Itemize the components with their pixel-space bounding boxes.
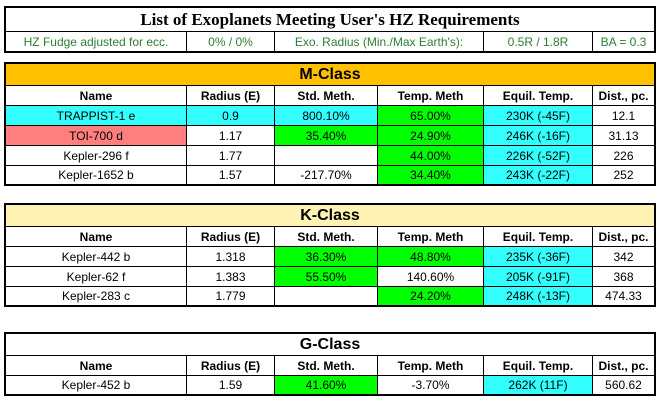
g-class-header[interactable]: G-Class	[4, 332, 656, 356]
col-std-header[interactable]: Std. Meth.	[275, 356, 378, 376]
ba-value[interactable]: BA = 0.3	[593, 32, 656, 53]
col-std-header[interactable]: Std. Meth.	[275, 86, 378, 106]
col-radius-header[interactable]: Radius (E)	[187, 356, 275, 376]
title-block: List of Exoplanets Meeting User's HZ Req…	[4, 6, 656, 53]
g-class-column-headers: Name Radius (E) Std. Meth. Temp. Meth Eq…	[4, 356, 656, 376]
std-meth-cell[interactable]	[275, 146, 378, 166]
planet-name-cell[interactable]: Kepler-452 b	[4, 376, 187, 396]
equil-temp-cell[interactable]: 246K (-16F)	[484, 126, 593, 146]
planet-name-cell[interactable]: TOI-700 d	[4, 126, 187, 146]
distance-cell[interactable]: 12.1	[593, 106, 656, 126]
temp-meth-cell[interactable]: 140.60%	[378, 267, 484, 287]
col-equil-header[interactable]: Equil. Temp.	[484, 86, 593, 106]
std-meth-cell[interactable]: -217.70%	[275, 166, 378, 186]
table-row: TRAPPIST-1 e 0.9 800.10% 65.00% 230K (-4…	[4, 106, 656, 126]
m-class-column-headers: Name Radius (E) Std. Meth. Temp. Meth Eq…	[4, 86, 656, 106]
k-class-table: K-Class Name Radius (E) Std. Meth. Temp.…	[4, 203, 656, 307]
col-name-header[interactable]: Name	[4, 356, 187, 376]
distance-cell[interactable]: 560.62	[593, 376, 656, 396]
table-row: Kepler-452 b 1.59 41.60% -3.70% 262K (11…	[4, 376, 656, 396]
settings-row: HZ Fudge adjusted for ecc. 0% / 0% Exo. …	[4, 32, 656, 53]
planet-name-cell[interactable]: TRAPPIST-1 e	[4, 106, 187, 126]
fudge-value[interactable]: 0% / 0%	[187, 32, 275, 53]
std-meth-cell[interactable]: 35.40%	[275, 126, 378, 146]
std-meth-cell[interactable]	[275, 287, 378, 307]
col-radius-header[interactable]: Radius (E)	[187, 227, 275, 247]
col-std-header[interactable]: Std. Meth.	[275, 227, 378, 247]
radius-cell[interactable]: 1.318	[187, 247, 275, 267]
equil-temp-cell[interactable]: 230K (-45F)	[484, 106, 593, 126]
radius-value[interactable]: 0.5R / 1.8R	[484, 32, 593, 53]
radius-cell[interactable]: 1.59	[187, 376, 275, 396]
temp-meth-cell[interactable]: 44.00%	[378, 146, 484, 166]
std-meth-cell[interactable]: 800.10%	[275, 106, 378, 126]
fudge-label[interactable]: HZ Fudge adjusted for ecc.	[4, 32, 187, 53]
radius-cell[interactable]: 1.77	[187, 146, 275, 166]
planet-name-cell[interactable]: Kepler-283 c	[4, 287, 187, 307]
planet-name-cell[interactable]: Kepler-62 f	[4, 267, 187, 287]
table-row: Kepler-283 c 1.779 24.20% 248K (-13F) 47…	[4, 287, 656, 307]
equil-temp-cell[interactable]: 226K (-52F)	[484, 146, 593, 166]
distance-cell[interactable]: 31.13	[593, 126, 656, 146]
sheet-title[interactable]: List of Exoplanets Meeting User's HZ Req…	[4, 6, 656, 32]
col-temp-header[interactable]: Temp. Meth	[378, 356, 484, 376]
equil-temp-cell[interactable]: 248K (-13F)	[484, 287, 593, 307]
radius-cell[interactable]: 0.9	[187, 106, 275, 126]
col-dist-header[interactable]: Dist., pc.	[593, 356, 656, 376]
equil-temp-cell[interactable]: 235K (-36F)	[484, 247, 593, 267]
m-class-table: M-Class Name Radius (E) Std. Meth. Temp.…	[4, 62, 656, 186]
g-class-table: G-Class Name Radius (E) Std. Meth. Temp.…	[4, 332, 656, 396]
temp-meth-cell[interactable]: 24.90%	[378, 126, 484, 146]
table-row: Kepler-62 f 1.383 55.50% 140.60% 205K (-…	[4, 267, 656, 287]
col-dist-header[interactable]: Dist., pc.	[593, 227, 656, 247]
table-row: TOI-700 d 1.17 35.40% 24.90% 246K (-16F)…	[4, 126, 656, 146]
k-class-column-headers: Name Radius (E) Std. Meth. Temp. Meth Eq…	[4, 227, 656, 247]
table-row: Kepler-296 f 1.77 44.00% 226K (-52F) 226	[4, 146, 656, 166]
distance-cell[interactable]: 368	[593, 267, 656, 287]
col-name-header[interactable]: Name	[4, 227, 187, 247]
table-row: Kepler-1652 b 1.57 -217.70% 34.40% 243K …	[4, 166, 656, 186]
col-equil-header[interactable]: Equil. Temp.	[484, 356, 593, 376]
radius-cell[interactable]: 1.383	[187, 267, 275, 287]
temp-meth-cell[interactable]: 34.40%	[378, 166, 484, 186]
k-class-header[interactable]: K-Class	[4, 203, 656, 227]
col-dist-header[interactable]: Dist., pc.	[593, 86, 656, 106]
distance-cell[interactable]: 474.33	[593, 287, 656, 307]
col-equil-header[interactable]: Equil. Temp.	[484, 227, 593, 247]
col-name-header[interactable]: Name	[4, 86, 187, 106]
m-class-header[interactable]: M-Class	[4, 62, 656, 86]
temp-meth-cell[interactable]: 48.80%	[378, 247, 484, 267]
std-meth-cell[interactable]: 36.30%	[275, 247, 378, 267]
equil-temp-cell[interactable]: 205K (-91F)	[484, 267, 593, 287]
radius-cell[interactable]: 1.17	[187, 126, 275, 146]
planet-name-cell[interactable]: Kepler-442 b	[4, 247, 187, 267]
col-temp-header[interactable]: Temp. Meth	[378, 227, 484, 247]
planet-name-cell[interactable]: Kepler-1652 b	[4, 166, 187, 186]
radius-cell[interactable]: 1.57	[187, 166, 275, 186]
distance-cell[interactable]: 342	[593, 247, 656, 267]
temp-meth-cell[interactable]: 24.20%	[378, 287, 484, 307]
equil-temp-cell[interactable]: 262K (11F)	[484, 376, 593, 396]
equil-temp-cell[interactable]: 243K (-22F)	[484, 166, 593, 186]
temp-meth-cell[interactable]: 65.00%	[378, 106, 484, 126]
distance-cell[interactable]: 226	[593, 146, 656, 166]
std-meth-cell[interactable]: 41.60%	[275, 376, 378, 396]
distance-cell[interactable]: 252	[593, 166, 656, 186]
col-temp-header[interactable]: Temp. Meth	[378, 86, 484, 106]
radius-label[interactable]: Exo. Radius (Min./Max Earth's):	[275, 32, 484, 53]
temp-meth-cell[interactable]: -3.70%	[378, 376, 484, 396]
planet-name-cell[interactable]: Kepler-296 f	[4, 146, 187, 166]
table-row: Kepler-442 b 1.318 36.30% 48.80% 235K (-…	[4, 247, 656, 267]
std-meth-cell[interactable]: 55.50%	[275, 267, 378, 287]
radius-cell[interactable]: 1.779	[187, 287, 275, 307]
col-radius-header[interactable]: Radius (E)	[187, 86, 275, 106]
